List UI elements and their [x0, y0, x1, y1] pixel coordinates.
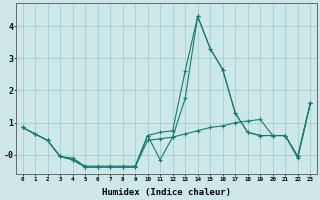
X-axis label: Humidex (Indice chaleur): Humidex (Indice chaleur): [102, 188, 231, 197]
